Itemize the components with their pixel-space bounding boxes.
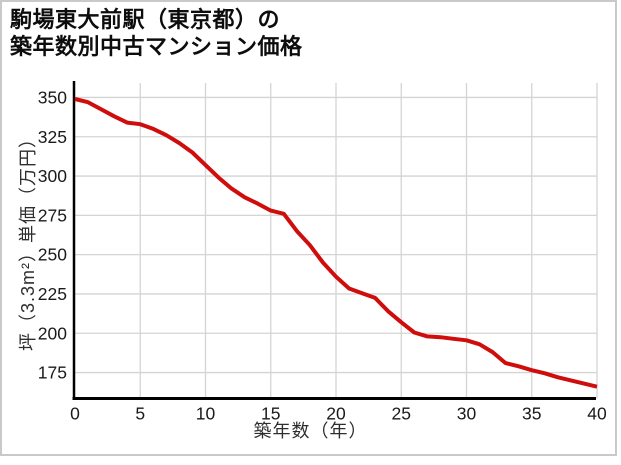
chart-title: 駒場東大前駅（東京都）の 築年数別中古マンション価格 <box>10 6 303 60</box>
y-tick-label: 325 <box>38 127 67 147</box>
x-tick-label: 5 <box>135 404 145 424</box>
y-tick-label: 300 <box>38 166 67 186</box>
chart-title-line2: 築年数別中古マンション価格 <box>10 34 303 59</box>
y-tick-label: 200 <box>38 323 67 343</box>
x-tick-label: 35 <box>522 404 541 424</box>
x-axis-title: 築年数（年） <box>253 421 368 441</box>
x-tick-label: 20 <box>326 404 346 424</box>
y-tick-label: 350 <box>38 87 67 107</box>
y-tick-label: 225 <box>38 284 67 304</box>
chart-card <box>0 0 617 456</box>
x-tick-label: 0 <box>70 404 80 424</box>
chart-title-line1: 駒場東大前駅（東京都）の <box>10 7 281 32</box>
x-tick-label: 10 <box>196 404 216 424</box>
x-tick-label: 40 <box>587 404 607 424</box>
x-tick-label: 30 <box>457 404 477 424</box>
y-tick-label: 250 <box>38 245 67 265</box>
y-tick-label: 275 <box>38 205 67 225</box>
x-tick-label: 15 <box>261 404 280 424</box>
x-tick-label: 25 <box>392 404 411 424</box>
y-tick-label: 175 <box>38 363 67 383</box>
y-axis-title: 坪（3.3m²）単価（万円） <box>18 128 38 352</box>
price-line-series <box>74 97 598 389</box>
